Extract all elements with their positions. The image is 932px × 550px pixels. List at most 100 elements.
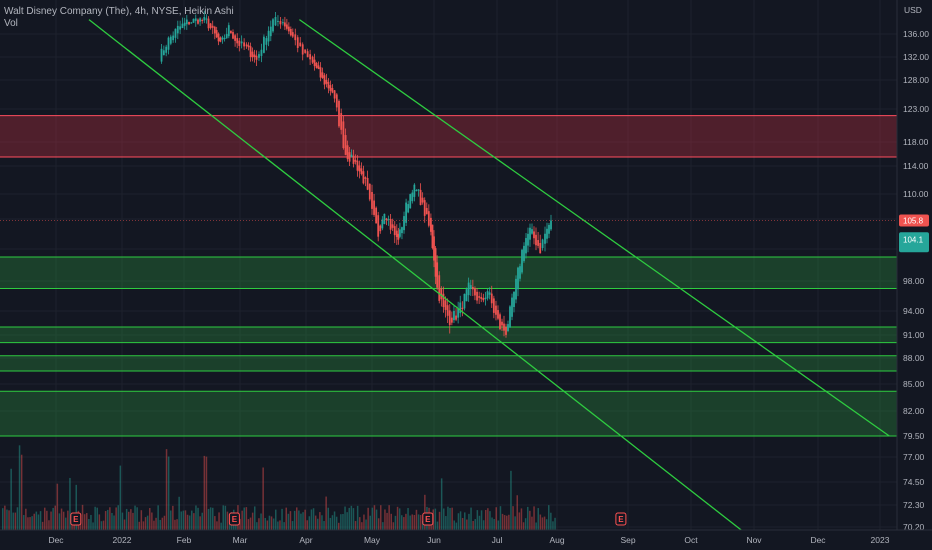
candle-body [434, 248, 437, 277]
volume-bar [491, 517, 493, 530]
candle-body [446, 305, 449, 316]
candle-body [527, 233, 529, 246]
time-tick-label: Dec [48, 535, 64, 545]
candle-body [167, 37, 170, 50]
price-tick-label: 98.00 [903, 276, 925, 286]
volume-bar [207, 508, 210, 530]
candle-body [285, 24, 288, 29]
volume-bar [144, 517, 147, 530]
candle-body [203, 17, 206, 21]
candle-body [342, 121, 345, 149]
candle-body [350, 154, 353, 157]
candle-body [329, 85, 332, 91]
candle-body [269, 26, 272, 37]
volume-bar [346, 512, 348, 530]
candle-body [450, 317, 453, 323]
volume-bar [529, 510, 531, 530]
candle-body [395, 230, 398, 237]
volume-bar [293, 510, 296, 530]
candle-body [531, 229, 533, 234]
volume-bar [201, 512, 203, 530]
candle-body [529, 227, 531, 240]
volume-bar [199, 516, 201, 530]
volume-bar [436, 521, 439, 530]
volume-bar [512, 506, 514, 530]
candle-body [519, 266, 521, 279]
volume-bar [176, 519, 178, 530]
secondary-price-tag [899, 232, 929, 253]
candle-body [327, 81, 330, 89]
candle-body [340, 113, 343, 130]
candle-body [397, 233, 400, 240]
candle-body [352, 155, 355, 164]
candle-body [296, 37, 299, 48]
volume-bar [31, 516, 33, 530]
candle-body [338, 100, 340, 127]
candle-body [185, 19, 188, 25]
volume-bar [306, 520, 308, 530]
volume-bar [449, 508, 451, 530]
candle-body [194, 18, 197, 21]
volume-bar [338, 522, 340, 530]
price-tick-label: 132.00 [903, 52, 929, 62]
candle-body [160, 48, 163, 62]
volume-bar [384, 509, 386, 530]
volume-bar [50, 511, 52, 530]
candle-body [223, 38, 226, 40]
volume-bar [527, 506, 529, 530]
candle-body [544, 233, 546, 244]
volume-bar [552, 521, 554, 530]
volume-bar [119, 465, 122, 530]
candle-body [469, 285, 472, 289]
volume-bar [298, 510, 300, 530]
candle-body [371, 191, 373, 209]
candle-body [391, 224, 394, 228]
volume-bar [411, 514, 413, 530]
price-tick-label: 128.00 [903, 75, 929, 85]
candle-body [263, 36, 265, 53]
time-tick-label: Jul [492, 535, 503, 545]
candle-body [457, 308, 460, 318]
candle-body [282, 22, 284, 24]
candle-body [234, 35, 236, 41]
price-tick-label: 94.00 [903, 306, 925, 316]
volume-bar [209, 507, 212, 530]
volume-bar [107, 509, 109, 530]
candle-body [387, 218, 390, 220]
volume-bar [474, 519, 476, 530]
candle-body [211, 25, 214, 28]
demand-zone-4 [0, 391, 897, 436]
volume-bar [159, 519, 161, 530]
candle-body [225, 34, 228, 39]
volume-bar [88, 518, 90, 530]
time-axis[interactable]: Dec 2022 Feb Mar Apr May Jun Jul Aug Sep Oct Nov Dec… [0, 529, 932, 550]
candle-body [253, 54, 256, 58]
volume-bar [415, 509, 418, 530]
volume-bar [195, 505, 197, 530]
volume-bar [476, 510, 479, 530]
volume-bar [75, 484, 77, 530]
volume-bar [123, 519, 126, 530]
volume-bar [130, 509, 132, 530]
price-tick-label: 72.30 [903, 500, 925, 510]
candle-body [381, 219, 384, 229]
volume-bar [445, 516, 447, 530]
volume-bar [508, 514, 510, 530]
time-tick-label: Sep [620, 535, 635, 545]
volume-bar [167, 456, 170, 530]
time-tick-label: Apr [299, 535, 312, 545]
candle-body [484, 297, 487, 300]
earnings-label: E [425, 515, 431, 524]
volume-bar [388, 505, 390, 530]
volume-bar [243, 507, 245, 530]
volume-bar [18, 445, 21, 530]
candle-body [377, 215, 380, 237]
candle-body [272, 19, 274, 32]
volume-bar [470, 507, 472, 530]
volume-bar [216, 521, 218, 530]
volume-bar [111, 512, 113, 530]
volume-bar [440, 478, 443, 530]
trendline-lower [88, 19, 768, 550]
